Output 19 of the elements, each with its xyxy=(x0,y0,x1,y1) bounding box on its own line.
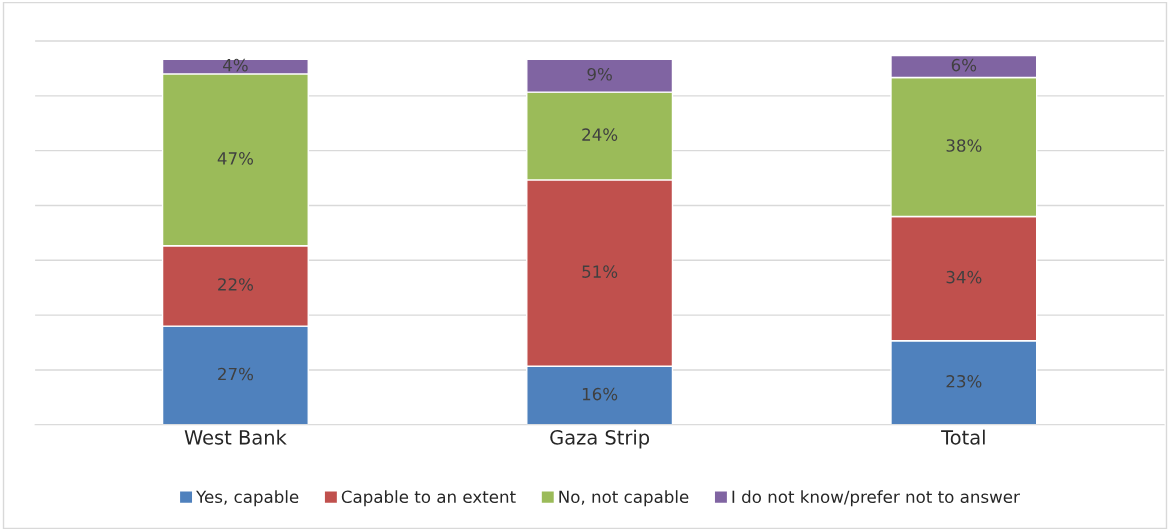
data-label: 9% xyxy=(587,67,612,81)
data-label: 34% xyxy=(946,270,982,284)
data-label: 51% xyxy=(582,265,618,278)
data-label: 38% xyxy=(946,139,982,152)
x-tick-label: West Bank xyxy=(184,429,287,445)
data-label: 4% xyxy=(223,58,248,72)
data-label: 6% xyxy=(951,58,977,72)
legend-label: I do not know/prefer not to answer xyxy=(732,490,1020,507)
data-label: 22% xyxy=(218,278,254,291)
x-tick-label: Total xyxy=(941,429,985,445)
legend-label: No, not capable xyxy=(559,490,689,507)
data-label: 27% xyxy=(218,367,254,381)
data-label: 24% xyxy=(582,128,618,141)
legend-label: Yes, capable xyxy=(196,490,299,507)
legend-label: Capable to an extent xyxy=(341,490,516,507)
x-tick-label: Gaza Strip xyxy=(550,429,650,449)
data-label: 47% xyxy=(217,152,254,165)
data-label: 23% xyxy=(946,374,982,388)
data-label: 16% xyxy=(582,387,618,401)
